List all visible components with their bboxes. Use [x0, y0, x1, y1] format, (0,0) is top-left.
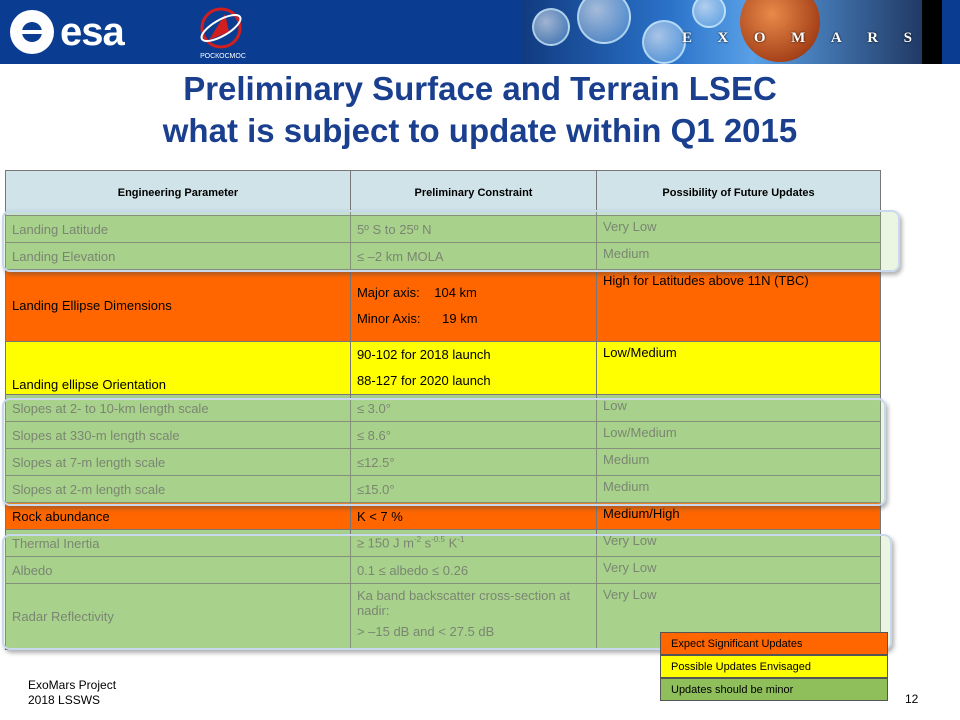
- footer-project: ExoMars Project 2018 LSSWS: [28, 678, 116, 708]
- update-cell: High for Latitudes above 11N (TBC): [596, 269, 881, 342]
- parameter-cell: Landing Elevation: [5, 242, 351, 270]
- parameter-cell: Landing Latitude: [5, 215, 351, 243]
- constraint-cell: 5º S to 25º N: [349, 215, 598, 243]
- legend-item-minor: Updates should be minor: [660, 678, 888, 701]
- constraint-cell: ≤ 8.6°: [349, 421, 598, 449]
- header-engineering-parameter: Engineering Parameter: [5, 170, 351, 216]
- footer-line1: ExoMars Project: [28, 678, 117, 692]
- esa-logo: esa: [10, 6, 158, 58]
- parameter-cell: Landing ellipse Orientation: [5, 341, 351, 395]
- header-bar: esa РОСКОСМОС E X O M A R S: [0, 0, 960, 64]
- minor-updates-highlight-bottom: [2, 534, 892, 650]
- constraint-cell: Major axis: 104 km Minor Axis: 19 km: [349, 269, 598, 342]
- page-number: 12: [905, 692, 919, 706]
- table-row: Radar Reflectivity Ka band backscatter c…: [5, 583, 881, 650]
- constraint-cell: Ka band backscatter cross-section at nad…: [349, 583, 598, 650]
- table-row: Rock abundance K < 7 % Medium/High: [5, 502, 881, 530]
- lsec-table: Engineering Parameter Preliminary Constr…: [5, 170, 881, 650]
- parameter-cell: Slopes at 2-m length scale: [5, 475, 351, 503]
- parameter-cell: Radar Reflectivity: [5, 583, 351, 650]
- parameter-cell: Slopes at 330-m length scale: [5, 421, 351, 449]
- header-possibility-of-updates: Possibility of Future Updates: [596, 170, 881, 216]
- table-row: Landing Elevation ≤ –2 km MOLA Medium: [5, 242, 881, 270]
- table-row: Slopes at 7-m length scale ≤12.5° Medium: [5, 448, 881, 476]
- roscosmos-logo: РОСКОСМОС: [195, 6, 251, 60]
- table-header-row: Engineering Parameter Preliminary Constr…: [5, 170, 881, 216]
- update-cell: Medium: [596, 242, 881, 270]
- table-row: Landing Ellipse Dimensions Major axis: 1…: [5, 269, 881, 342]
- exomars-wordmark: E X O M A R S: [682, 30, 912, 46]
- mars-planet-icon: [740, 0, 820, 62]
- constraint-cell: 90-102 for 2018 launch 88-127 for 2020 l…: [349, 341, 598, 395]
- table-row: Slopes at 330-m length scale ≤ 8.6° Low/…: [5, 421, 881, 449]
- slide-title-line2: what is subject to update within Q1 2015: [162, 112, 798, 149]
- update-cell: Medium: [596, 475, 881, 503]
- slide-title: Preliminary Surface and Terrain LSEC wha…: [0, 68, 960, 152]
- exomars-banner: E X O M A R S: [522, 0, 942, 64]
- header-preliminary-constraint: Preliminary Constraint: [349, 170, 598, 216]
- parameter-cell: Rock abundance: [5, 502, 351, 530]
- update-cell: Medium: [596, 448, 881, 476]
- roscosmos-caption: РОСКОСМОС: [200, 53, 246, 60]
- legend: Expect Significant Updates Possible Upda…: [660, 632, 888, 701]
- minor-updates-highlight-top: [2, 210, 900, 272]
- lsec-table-container: Engineering Parameter Preliminary Constr…: [5, 170, 881, 650]
- esa-logo-text: esa: [60, 9, 125, 54]
- table-row: Thermal Inertia ≥ 150 J m-2 s-0.5 K-1 Ve…: [5, 529, 881, 557]
- update-cell: Very Low: [596, 556, 881, 584]
- minor-updates-highlight-slopes: [2, 398, 886, 506]
- slide-title-line1: Preliminary Surface and Terrain LSEC: [183, 70, 777, 107]
- constraint-cell: K < 7 %: [349, 502, 598, 530]
- legend-item-significant: Expect Significant Updates: [660, 632, 888, 655]
- legend-item-possible: Possible Updates Envisaged: [660, 655, 888, 678]
- parameter-cell: Landing Ellipse Dimensions: [5, 269, 351, 342]
- table-row: Landing Latitude 5º S to 25º N Very Low: [5, 215, 881, 243]
- parameter-cell: Slopes at 7-m length scale: [5, 448, 351, 476]
- esa-emblem-icon: [10, 10, 54, 54]
- parameter-cell: Albedo: [5, 556, 351, 584]
- update-cell: Medium/High: [596, 502, 881, 530]
- update-cell: Low/Medium: [596, 421, 881, 449]
- footer-line2: 2018 LSSWS: [28, 693, 101, 707]
- table-row: Landing ellipse Orientation 90-102 for 2…: [5, 341, 881, 395]
- constraint-cell: ≥ 150 J m-2 s-0.5 K-1: [349, 529, 598, 557]
- update-cell: Low/Medium: [596, 341, 881, 395]
- constraint-cell: ≤12.5°: [349, 448, 598, 476]
- update-cell: Very Low: [596, 215, 881, 243]
